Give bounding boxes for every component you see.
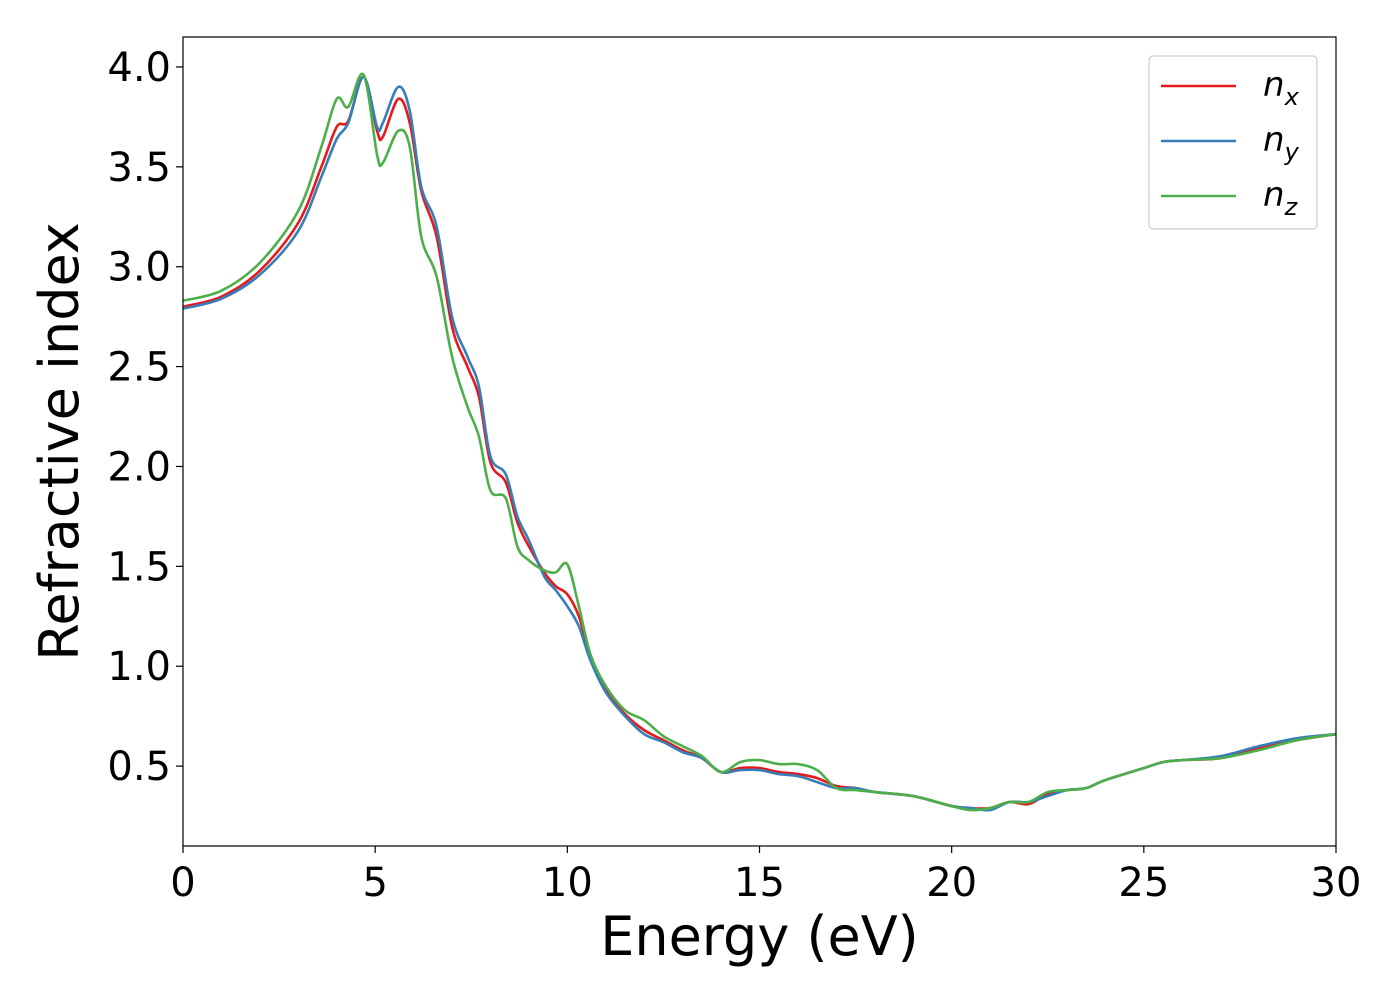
legend: nx ny nz	[1148, 55, 1318, 230]
x-tick-label: 25	[1118, 860, 1169, 906]
x-tick-label: 30	[1311, 860, 1362, 906]
x-tick-label: 20	[926, 860, 977, 906]
y-tick-label: 2.0	[107, 444, 171, 490]
y-tick-label: 3.0	[107, 245, 171, 291]
y-tick-label: 1.0	[107, 644, 171, 690]
legend-entry-nx: nx	[1263, 65, 1300, 111]
x-tick-label: 10	[542, 860, 593, 906]
legend-box	[1148, 55, 1318, 230]
legend-entry-nz: nz	[1263, 175, 1299, 221]
x-axis-label: Energy (eV)	[600, 905, 919, 968]
legend-entry-ny: ny	[1263, 120, 1300, 166]
series-line-nz	[183, 72, 1336, 812]
y-tick-label: 4.0	[107, 45, 171, 91]
y-tick-label: 0.5	[107, 744, 171, 790]
y-tick-label: 2.5	[107, 345, 171, 391]
series-line-ny	[183, 75, 1336, 812]
x-tick-label: 5	[362, 860, 387, 906]
y-tick-label: 1.5	[107, 544, 171, 590]
y-axis-label: Refractive index	[28, 222, 91, 661]
series-lines	[183, 72, 1336, 812]
axis-ticks: 0 5 10 15 20 25 30 0.5 1.0 1.5 2.0 2.5 3.0 3.5 4.0	[107, 45, 1361, 906]
x-tick-label: 0	[170, 860, 195, 906]
y-tick-label: 3.5	[107, 145, 171, 191]
x-tick-label: 15	[734, 860, 785, 906]
